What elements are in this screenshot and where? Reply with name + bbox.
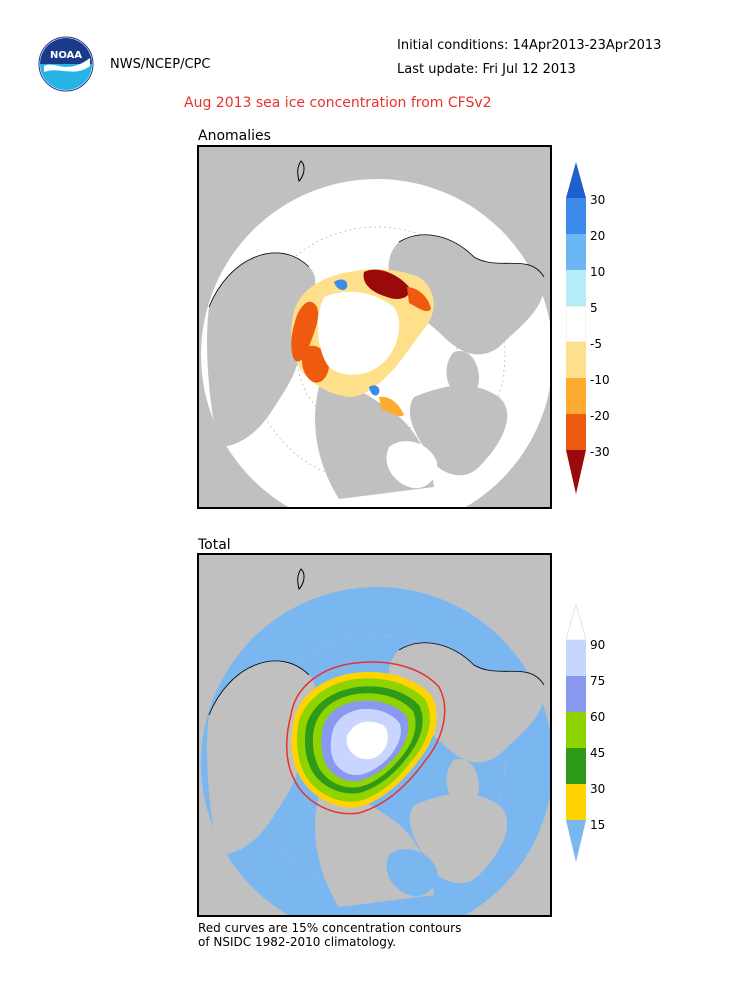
initial-conditions: Initial conditions: 14Apr2013-23Apr2013 bbox=[397, 38, 662, 53]
total-colorbar-graphic bbox=[565, 603, 587, 862]
anomalies-colorbar-graphic bbox=[565, 162, 587, 494]
total-map bbox=[197, 553, 552, 917]
page-title: Aug 2013 sea ice concentration from CFSv… bbox=[184, 95, 492, 111]
footnote-line-2: of NSIDC 1982-2010 climatology. bbox=[198, 935, 397, 949]
total-colorbar bbox=[565, 603, 587, 862]
total-tick-15: 15 bbox=[590, 818, 606, 832]
total-tick-75: 75 bbox=[590, 674, 606, 688]
anomalies-tick-20: 20 bbox=[590, 229, 606, 243]
footnote-line-1: Red curves are 15% concentration contour… bbox=[198, 921, 462, 935]
total-tick-90: 90 bbox=[590, 638, 606, 652]
anomalies-colorbar bbox=[565, 162, 587, 494]
anomalies-tick-10: 10 bbox=[590, 265, 606, 279]
anomalies-tick-minus30: -30 bbox=[590, 445, 610, 459]
total-tick-60: 60 bbox=[590, 710, 606, 724]
noaa-logo-icon: NOAA bbox=[38, 36, 94, 92]
total-label: Total bbox=[198, 537, 231, 553]
noaa-logo: NOAA bbox=[38, 36, 94, 92]
anomalies-tick-minus10: -10 bbox=[590, 373, 610, 387]
anomalies-tick-30: 30 bbox=[590, 193, 606, 207]
anomalies-tick-5: 5 bbox=[590, 301, 598, 315]
org-name: NWS/NCEP/CPC bbox=[110, 57, 211, 72]
total-tick-30: 30 bbox=[590, 782, 606, 796]
anomalies-label: Anomalies bbox=[198, 128, 271, 144]
anomalies-map bbox=[197, 145, 552, 509]
anomalies-tick-minus5: -5 bbox=[590, 337, 602, 351]
last-update: Last update: Fri Jul 12 2013 bbox=[397, 62, 576, 77]
footnote: Red curves are 15% concentration contour… bbox=[198, 921, 461, 949]
anomalies-tick-minus20: -20 bbox=[590, 409, 610, 423]
total-tick-45: 45 bbox=[590, 746, 606, 760]
svg-text:NOAA: NOAA bbox=[50, 50, 82, 61]
